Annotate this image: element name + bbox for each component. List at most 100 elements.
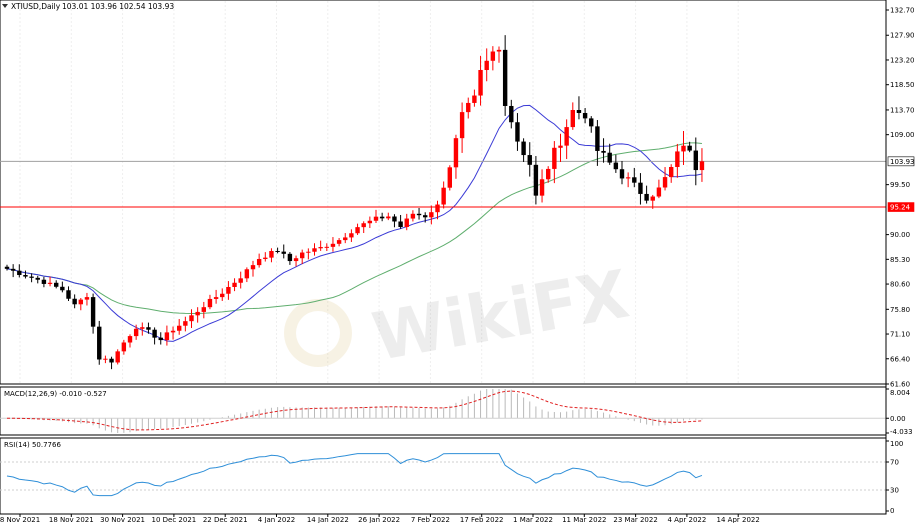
candle-body: [650, 196, 655, 201]
time-tick-label: 10 Dec 2021: [152, 516, 197, 523]
time-tick-label: 23 Mar 2022: [613, 516, 657, 523]
current-price-tag: 103.93: [887, 156, 915, 167]
candle-body: [78, 299, 83, 305]
macd-tick-label: -4.033: [890, 428, 913, 436]
macd-signal-line: [6, 390, 702, 431]
candle-body: [429, 212, 434, 218]
candle-body: [103, 358, 108, 360]
price-axis[interactable]: 132.70 127.90 123.20 118.50 113.70 109.00 99.5…: [885, 0, 915, 515]
candle-body: [146, 327, 151, 330]
candle-body: [318, 247, 323, 249]
candle-body: [336, 240, 342, 244]
candle-body: [324, 246, 329, 248]
candle-body: [60, 286, 65, 291]
candle-body: [435, 204, 440, 213]
candle-body: [527, 155, 532, 165]
candle-body: [416, 213, 422, 216]
time-tick-label: 1 Mar 2022: [513, 516, 553, 523]
time-tick-label: 14 Apr 2022: [717, 516, 760, 523]
candle-body: [263, 257, 268, 259]
price-tick-label: 99.50: [890, 181, 910, 189]
candle-body: [189, 315, 194, 322]
candle-body: [410, 213, 416, 219]
rsi-panel[interactable]: [0, 437, 887, 515]
candle-body: [361, 223, 366, 228]
candle-body: [201, 307, 206, 312]
price-tick-label: 75.80: [890, 306, 910, 314]
candle-body: [502, 49, 508, 106]
price-tick-label: 113.70: [890, 106, 915, 114]
price-tick-label: 132.70: [890, 7, 915, 15]
candle-body: [54, 282, 59, 287]
candle-body: [213, 297, 219, 299]
candle-body: [115, 351, 120, 363]
candle-body: [582, 112, 588, 119]
candle-body: [589, 118, 594, 127]
candle-body: [250, 265, 256, 270]
time-tick-label: 4 Jan 2022: [258, 516, 296, 523]
candle-body: [207, 298, 213, 308]
candle-body: [681, 145, 686, 152]
time-tick-label: 26 Jan 2022: [358, 516, 400, 523]
candle-body: [379, 216, 385, 219]
dropdown-triangle-icon[interactable]: [2, 4, 8, 8]
candle-body: [644, 193, 649, 201]
candle-body: [459, 112, 465, 139]
candle-body: [47, 282, 53, 284]
candle-body: [595, 126, 600, 151]
candle-body: [195, 311, 200, 316]
macd-histogram: [12, 389, 703, 433]
candle-body: [133, 328, 139, 337]
macd-tick-label: 0.00: [890, 415, 906, 423]
macd-panel[interactable]: [0, 386, 887, 436]
time-tick-label: 4 Apr 2022: [667, 516, 706, 523]
candle-body: [97, 326, 102, 360]
candle-body: [675, 151, 680, 168]
macd-tick-label: 8.004: [890, 389, 911, 397]
candle-body: [164, 332, 170, 341]
candle-body: [699, 161, 705, 171]
rsi-graph: [0, 453, 886, 497]
candle-body: [552, 147, 557, 169]
time-tick-label: 30 Nov 2021: [100, 516, 145, 523]
candle-body: [23, 275, 28, 277]
candle-body: [478, 70, 483, 96]
time-tick-label: 11 Mar 2022: [562, 516, 606, 523]
candle-body: [256, 258, 262, 266]
candle-body: [238, 278, 243, 283]
price-tick-label: 80.60: [890, 281, 910, 289]
candle-body: [300, 252, 305, 259]
candle-body: [312, 248, 317, 252]
candle-body: [152, 329, 157, 338]
candle-body: [392, 216, 397, 222]
macd-graph: [0, 389, 886, 433]
price-tick-label: 118.50: [890, 81, 915, 89]
candle-body: [127, 336, 133, 343]
candle-body: [226, 286, 231, 294]
candle-body: [632, 177, 637, 183]
moving-average-fast-line: [6, 104, 703, 342]
candle-body: [453, 138, 459, 168]
candle-body: [558, 145, 563, 148]
candle-body: [693, 150, 698, 171]
candle-body: [564, 127, 569, 146]
candle-body: [90, 297, 96, 327]
candle-body: [177, 325, 182, 331]
time-axis[interactable]: 8 Nov 2021 18 Nov 2021 30 Nov 2021 10 Dec 2…: [0, 514, 760, 523]
candle-body: [29, 276, 34, 278]
candle-body: [539, 179, 545, 196]
price-tick-label: 71.10: [890, 331, 910, 339]
candle-body: [619, 169, 625, 179]
time-tick-label: 7 Feb 2022: [411, 516, 450, 523]
candle-body: [343, 237, 348, 241]
candle-body: [232, 282, 237, 287]
candle-body: [662, 177, 668, 188]
current-price-tag-text: 103.93: [890, 158, 915, 166]
candle-body: [509, 105, 514, 123]
candle-body: [441, 187, 446, 205]
candle-body: [447, 167, 452, 188]
candle-body: [140, 327, 145, 329]
candle-body: [576, 110, 582, 113]
candle-body: [158, 337, 163, 341]
